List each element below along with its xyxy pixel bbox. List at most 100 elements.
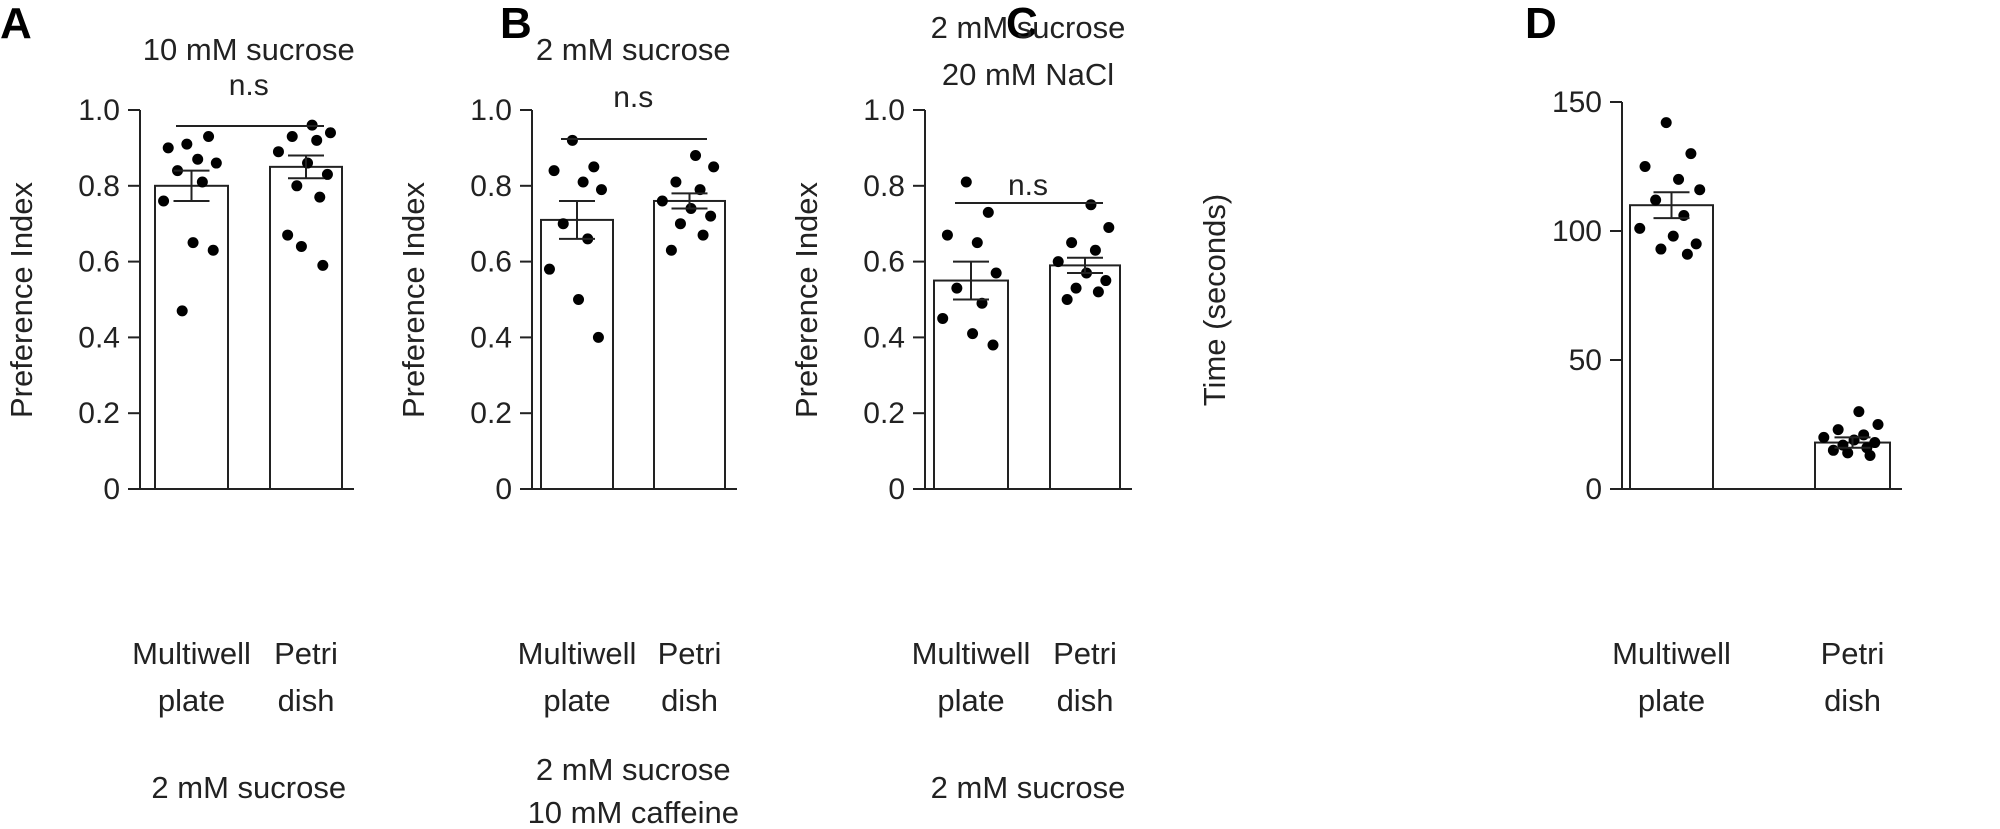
data-point	[1853, 406, 1865, 418]
data-point	[1660, 117, 1672, 129]
data-point	[573, 294, 585, 305]
data-point	[1685, 148, 1697, 160]
y-tick-label: 0.4	[78, 321, 120, 354]
data-point	[1066, 237, 1078, 249]
category-label: Multiwell	[912, 636, 1031, 671]
data-point	[321, 168, 333, 180]
y-tick-label: 0	[1585, 473, 1602, 506]
y-tick-label: 0.6	[78, 246, 120, 279]
condition-note: 2 mM sucrose	[931, 770, 1126, 805]
data-point	[1667, 230, 1679, 242]
data-point	[176, 305, 188, 317]
data-point	[1864, 449, 1876, 461]
y-tick-label: 0.4	[470, 321, 512, 354]
data-point	[1872, 419, 1884, 430]
category-label: dish	[1057, 683, 1114, 718]
category-label: dish	[661, 683, 718, 718]
category-label: Petri	[274, 636, 338, 671]
data-point	[181, 138, 193, 150]
data-point	[971, 237, 983, 249]
data-point	[577, 176, 589, 188]
category-label: plate	[543, 683, 610, 718]
data-point	[656, 195, 668, 207]
data-point	[588, 161, 600, 173]
y-tick-label: 1.0	[470, 94, 512, 127]
data-point	[207, 244, 219, 256]
condition-note: 10 mM caffeine	[528, 795, 739, 829]
category-label: plate	[1638, 683, 1705, 718]
data-point	[987, 339, 999, 351]
panel-b: B 2 mM sucrose Preference Index 0 0.2 0.…	[396, 0, 739, 829]
y-tick-label: 150	[1552, 86, 1602, 119]
data-point	[286, 131, 298, 143]
y-tick-label: 0	[888, 473, 905, 506]
data-point	[210, 157, 222, 169]
data-point	[1085, 199, 1097, 211]
panel-letter-c: C	[1006, 0, 1038, 48]
data-point	[282, 229, 294, 241]
y-axis-title: Time (seconds)	[1197, 194, 1232, 406]
y-tick-label: 0.8	[863, 170, 905, 203]
chart-marks	[128, 101, 1902, 491]
y-tick-label: 0.8	[470, 170, 512, 203]
data-point	[1070, 282, 1082, 294]
data-point	[1673, 173, 1685, 185]
data-point	[302, 157, 314, 169]
data-point	[1089, 244, 1101, 256]
bar	[269, 165, 343, 490]
data-point	[1639, 161, 1651, 172]
category-label: dish	[278, 683, 335, 718]
category-label: Petri	[658, 636, 722, 671]
data-point	[566, 134, 578, 146]
bar	[1629, 204, 1714, 490]
data-point	[694, 184, 706, 196]
data-point	[548, 165, 560, 177]
data-point	[311, 134, 323, 146]
data-point	[543, 263, 555, 275]
panel-letter-b: B	[500, 0, 532, 48]
data-point	[1842, 447, 1854, 459]
data-point	[158, 195, 170, 207]
y-tick-label: 0.2	[78, 397, 120, 430]
data-point	[976, 297, 988, 309]
y-tick-label: 1.0	[78, 94, 120, 127]
data-point	[192, 153, 204, 165]
y-tick-label: 0	[103, 473, 120, 506]
data-point	[1655, 243, 1667, 255]
data-point	[1681, 248, 1693, 260]
category-label: Multiwell	[132, 636, 251, 671]
panel-a: A 10 mM sucrose Preference Index 0 0.2 0…	[0, 0, 355, 805]
data-point	[291, 180, 303, 192]
bar	[154, 184, 229, 491]
data-point	[1052, 256, 1064, 268]
data-point	[187, 237, 199, 249]
bar	[1049, 264, 1121, 491]
bar	[933, 279, 1009, 490]
data-point	[674, 218, 686, 230]
data-point	[1634, 222, 1646, 234]
panel-letter-a: A	[0, 0, 32, 48]
y-axis-title: Preference Index	[789, 181, 824, 418]
category-label: Multiwell	[518, 636, 637, 671]
data-point	[990, 267, 1002, 279]
data-point	[1690, 238, 1702, 250]
data-point	[592, 331, 604, 343]
panel-title-line: 2 mM sucrose	[536, 32, 731, 67]
panel-c: C 2 mM sucrose 20 mM NaCl Preference Ind…	[789, 0, 1125, 805]
data-point	[1858, 429, 1870, 441]
panel-title-line: 20 mM NaCl	[942, 57, 1114, 92]
data-point	[941, 229, 953, 241]
data-point	[960, 176, 972, 188]
significance-label: n.s	[613, 81, 653, 114]
data-point	[272, 146, 284, 158]
data-point	[324, 127, 336, 139]
data-point	[1092, 286, 1104, 298]
data-point	[203, 131, 215, 143]
data-point	[1827, 444, 1839, 456]
y-tick-label: 100	[1552, 215, 1602, 248]
panel-letter-d: D	[1525, 0, 1557, 48]
bar	[653, 199, 726, 491]
data-point	[1650, 194, 1662, 206]
category-label: Petri	[1821, 636, 1885, 671]
